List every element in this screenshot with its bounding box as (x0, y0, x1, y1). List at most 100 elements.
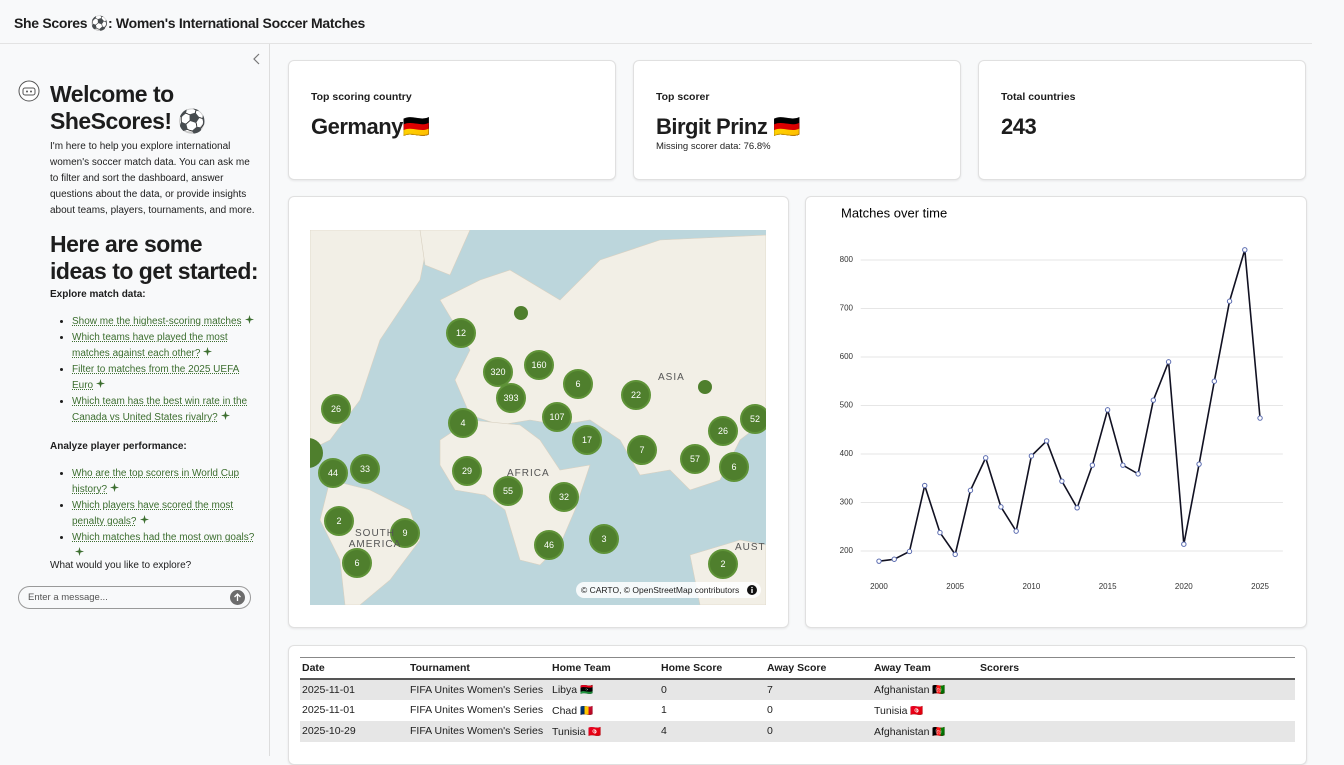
sparkle-icon (203, 347, 213, 356)
map-cluster[interactable]: 6 (719, 452, 749, 482)
map-cluster[interactable]: 9 (390, 518, 420, 548)
card-value: Germany🇩🇪 (311, 114, 430, 139)
info-icon[interactable] (747, 585, 758, 595)
idea-list: Show me the highest-scoring matches Which… (50, 314, 260, 426)
map-cluster[interactable]: 46 (534, 530, 564, 560)
region-label: AFRICA (507, 468, 550, 479)
table-cell: 1 (661, 704, 667, 716)
stat-card: Top scoring country Germany🇩🇪 (288, 60, 616, 180)
card-value: 243 (1001, 114, 1037, 139)
sparkle-icon (96, 379, 106, 388)
map-cluster[interactable]: 320 (483, 357, 513, 387)
table-cell: 4 (661, 725, 667, 737)
idea-item: Which matches had the most own goals? (72, 530, 260, 562)
map-cluster[interactable]: 33 (350, 454, 380, 484)
match-table: Date Tournament Home Team Home Score Away Sc… (300, 657, 1295, 742)
map-cluster[interactable]: 3 (589, 524, 619, 554)
table-cell: 0 (767, 704, 773, 716)
idea-item: Which teams have played the most matches… (72, 330, 260, 362)
message-input[interactable]: Enter a message... (18, 586, 251, 609)
map-cluster[interactable]: 12 (446, 318, 476, 348)
section-heading: Analyze player performance: (50, 441, 187, 452)
idea-item: Filter to matches from the 2025 UEFA Eur… (72, 362, 260, 394)
map-cluster[interactable]: 107 (542, 402, 572, 432)
column-header: Date (302, 661, 325, 674)
map-cluster[interactable]: 29 (452, 456, 482, 486)
sparkle-icon (220, 411, 230, 420)
map-cluster[interactable]: 2 (708, 549, 738, 579)
idea-link[interactable]: Who are the top scorers in World Cup his… (72, 468, 240, 495)
map-cluster[interactable]: 7 (627, 435, 657, 465)
sidebar: Welcome to SheScores! ⚽ I'm here to help… (0, 44, 270, 756)
card-label: Top scorer (656, 91, 710, 103)
table-row: 2025-11-01 FIFA Unites Women's Series Liby… (300, 678, 1295, 700)
table-cell: FIFA Unites Women's Series (410, 725, 544, 737)
send-button[interactable] (230, 590, 245, 605)
welcome-heading: Welcome to SheScores! ⚽ (50, 81, 206, 134)
map-cluster[interactable]: 2 (324, 506, 354, 536)
prompt-text: What would you like to explore? (50, 560, 192, 571)
idea-link[interactable]: Which teams have played the most matches… (72, 332, 228, 359)
idea-item: Which players have scored the most penal… (72, 498, 260, 530)
attribution-text: © CARTO, © OpenStreetMap contributors (581, 585, 740, 595)
collapse-button[interactable] (250, 52, 264, 66)
table-cell: Tunisia 🇹🇳 (874, 704, 924, 717)
map-cluster[interactable]: 22 (621, 380, 651, 410)
sparkle-icon (110, 483, 120, 492)
table-cell: Afghanistan 🇦🇫 (874, 725, 946, 738)
table-row: 2025-10-29 FIFA Unites Women's Series Tuni… (300, 720, 1295, 742)
map-cluster[interactable]: 4 (448, 408, 478, 438)
header-row: Date Tournament Home Team Home Score Away Sc… (300, 657, 1295, 679)
sparkle-icon (139, 515, 149, 524)
map-cluster[interactable]: 26 (321, 394, 351, 424)
table-cell (978, 679, 1295, 700)
stat-card: Top scorer Birgit Prinz 🇩🇪 Missing score… (633, 60, 961, 180)
card-note: Missing scorer data: 76.8% (656, 141, 771, 152)
idea-item: Which team has the best win rate in the … (72, 394, 260, 426)
map-cluster[interactable]: 44 (318, 458, 348, 488)
ideas-heading: Here are some ideas to get started: (50, 231, 259, 284)
sparkle-icon (244, 315, 254, 324)
sparkle-icon (75, 547, 84, 556)
idea-item: Who are the top scorers in World Cup his… (72, 466, 260, 498)
map-point (698, 380, 712, 394)
map-cluster[interactable]: 57 (680, 444, 710, 474)
table-cell: Libya 🇱🇾 (552, 684, 594, 696)
table-cell: FIFA Unites Women's Series (410, 704, 544, 716)
column-header: Away Team (874, 661, 931, 674)
map-cluster[interactable]: 17 (572, 425, 602, 455)
idea-link[interactable]: Show me the highest-scoring matches (72, 316, 242, 327)
table-cell: 0 (661, 683, 667, 696)
map-cluster[interactable]: 52 (740, 404, 766, 434)
column-header: Scorers (980, 661, 1020, 674)
map-point (514, 306, 528, 320)
map-cluster[interactable]: 6 (342, 548, 372, 578)
table-cell: 2025-10-29 (302, 725, 356, 737)
idea-link[interactable]: Which matches had the most own goals? (72, 532, 255, 543)
table-cell: 2025-11-01 (302, 683, 355, 696)
stat-card: Total countries 243 (978, 60, 1306, 180)
column-header: Home Score (661, 661, 723, 674)
column-header: Tournament (410, 661, 470, 674)
table-cell: Afghanistan 🇦🇫 (874, 684, 946, 696)
map[interactable]: © CARTO, © OpenStreetMap contributors 12… (310, 230, 766, 605)
idea-link[interactable]: Filter to matches from the 2025 UEFA Eur… (72, 364, 240, 391)
map-cluster[interactable]: 26 (708, 416, 738, 446)
column-header: Away Score (767, 661, 827, 674)
map-cluster[interactable]: 393 (496, 383, 526, 413)
app-title: She Scores ⚽: Women's International Socc… (14, 15, 365, 31)
region-label: SOUTH AMERICA (348, 528, 402, 550)
idea-item: Show me the highest-scoring matches (72, 314, 260, 330)
input-placeholder: Enter a message... (28, 592, 108, 603)
idea-link[interactable]: Which players have scored the most penal… (72, 500, 234, 527)
map-cluster[interactable]: 55 (493, 476, 523, 506)
idea-link[interactable]: Which team has the best win rate in the … (72, 396, 248, 423)
table-cell: 0 (767, 725, 773, 737)
card-label: Top scoring country (311, 91, 412, 103)
table-cell (978, 700, 1295, 721)
table-panel (288, 645, 1307, 765)
map-cluster[interactable]: 32 (549, 482, 579, 512)
map-cluster[interactable]: 6 (563, 369, 593, 399)
map-cluster[interactable]: 160 (524, 350, 554, 380)
